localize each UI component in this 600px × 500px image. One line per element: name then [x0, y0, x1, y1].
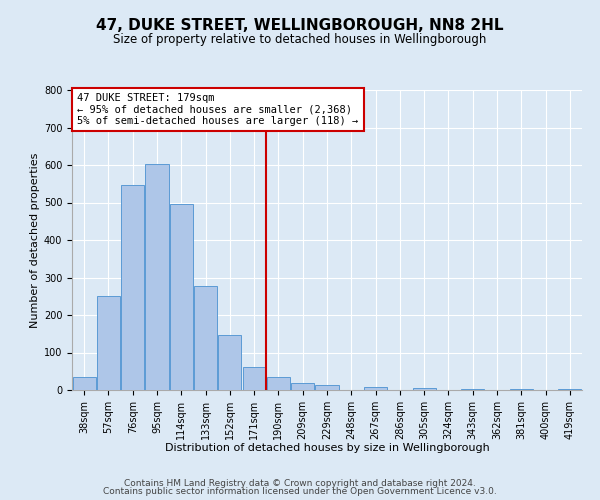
Bar [267, 377, 290, 390]
Text: Contains HM Land Registry data © Crown copyright and database right 2024.: Contains HM Land Registry data © Crown c… [124, 478, 476, 488]
Bar [291, 382, 314, 390]
Bar [510, 389, 533, 390]
Bar [316, 385, 338, 390]
Bar [194, 286, 217, 390]
Bar [121, 184, 144, 390]
Y-axis label: Number of detached properties: Number of detached properties [29, 152, 40, 328]
X-axis label: Distribution of detached houses by size in Wellingborough: Distribution of detached houses by size … [164, 444, 490, 454]
Bar [364, 387, 387, 390]
Bar [461, 388, 484, 390]
Bar [145, 164, 169, 390]
Bar [413, 388, 436, 390]
Bar [559, 389, 581, 390]
Text: Contains public sector information licensed under the Open Government Licence v3: Contains public sector information licen… [103, 487, 497, 496]
Bar [170, 204, 193, 390]
Bar [97, 296, 120, 390]
Bar [218, 334, 241, 390]
Bar [242, 367, 266, 390]
Text: Size of property relative to detached houses in Wellingborough: Size of property relative to detached ho… [113, 32, 487, 46]
Bar [73, 377, 95, 390]
Text: 47, DUKE STREET, WELLINGBOROUGH, NN8 2HL: 47, DUKE STREET, WELLINGBOROUGH, NN8 2HL [96, 18, 504, 32]
Text: 47 DUKE STREET: 179sqm
← 95% of detached houses are smaller (2,368)
5% of semi-d: 47 DUKE STREET: 179sqm ← 95% of detached… [77, 93, 358, 126]
